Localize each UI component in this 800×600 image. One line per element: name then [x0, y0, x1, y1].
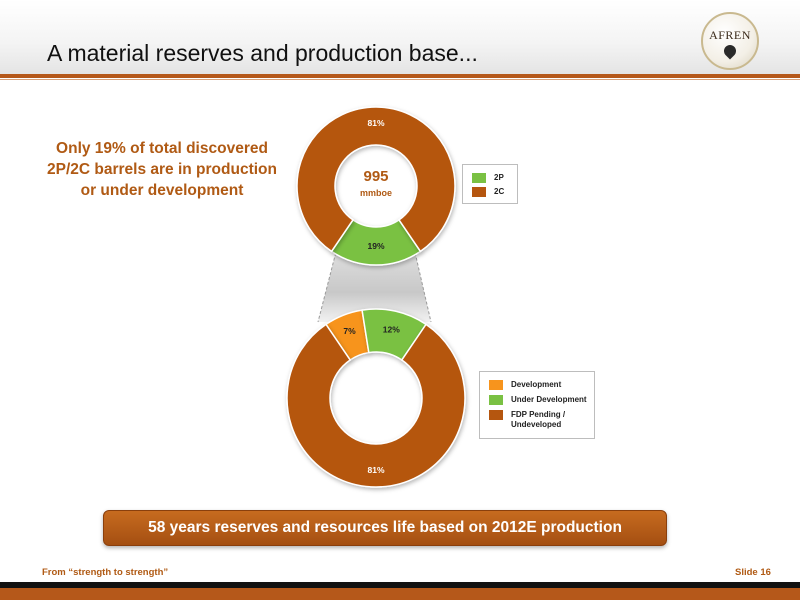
donut-slice-2c: [296, 106, 456, 253]
legend-item-2c: 2C: [472, 187, 504, 197]
callout-text: Only 19% of total discovered 2P/2C barre…: [47, 140, 277, 199]
summary-banner: 58 years reserves and resources life bas…: [103, 510, 667, 546]
legend-swatch-fdp-pending: [489, 410, 503, 420]
legend-label: 2P: [494, 173, 504, 182]
slide-header: [0, 0, 800, 78]
donut-center-unit: mmboe: [360, 188, 392, 198]
slice-label-2p: 19%: [367, 241, 384, 251]
legend-label: 2C: [494, 187, 505, 196]
logo-text: AFREN: [709, 28, 751, 42]
legend-swatch-development: [489, 380, 503, 390]
footer-bar: [0, 582, 800, 588]
connector-line: [413, 247, 432, 323]
legend-swatch-2c: [472, 187, 486, 197]
donut-center-value: 995: [363, 168, 388, 185]
afren-logo: AFREN: [701, 12, 759, 70]
legend-item-2p: 2P: [472, 173, 504, 183]
legend-label: FDP Pending / Undeveloped: [511, 410, 566, 429]
legend-swatch-2p: [472, 173, 486, 183]
legend-item-under-development: Under Development: [489, 395, 587, 405]
connector-band: [318, 248, 431, 322]
legend-label: Development: [511, 380, 562, 389]
header-rule-accent: [0, 79, 800, 80]
footer-tagline: From “strength to strength”: [42, 567, 169, 578]
donut-slice-fdp-pending-undeveloped: [286, 323, 466, 488]
donut-chart-breakdown: 7% 12% 81%: [286, 308, 466, 488]
slice-label-development: 7%: [343, 326, 356, 336]
legend-breakdown: Development Under Development FDP Pendin…: [479, 371, 595, 439]
legend-total: 2P 2C: [462, 164, 518, 204]
legend-item-fdp-pending: FDP Pending / Undeveloped: [489, 410, 581, 430]
legend-label: Under Development: [511, 395, 587, 404]
slice-label-fdp-pending-undeveloped: 81%: [367, 465, 384, 475]
header-rule: [0, 74, 800, 78]
slide-number: Slide 16: [735, 567, 771, 578]
donut-chart-total: 19% 81% 995 mmboe: [296, 106, 456, 266]
slice-label-under-development: 12%: [383, 325, 400, 335]
footer-accent-bar: [0, 588, 800, 600]
legend-swatch-under-development: [489, 395, 503, 405]
legend-item-development: Development: [489, 380, 561, 390]
connector-line: [317, 247, 338, 323]
breakdown-connector: [317, 247, 432, 323]
slice-label-2c: 81%: [367, 118, 384, 128]
slide-title: A material reserves and production base.…: [47, 40, 478, 66]
